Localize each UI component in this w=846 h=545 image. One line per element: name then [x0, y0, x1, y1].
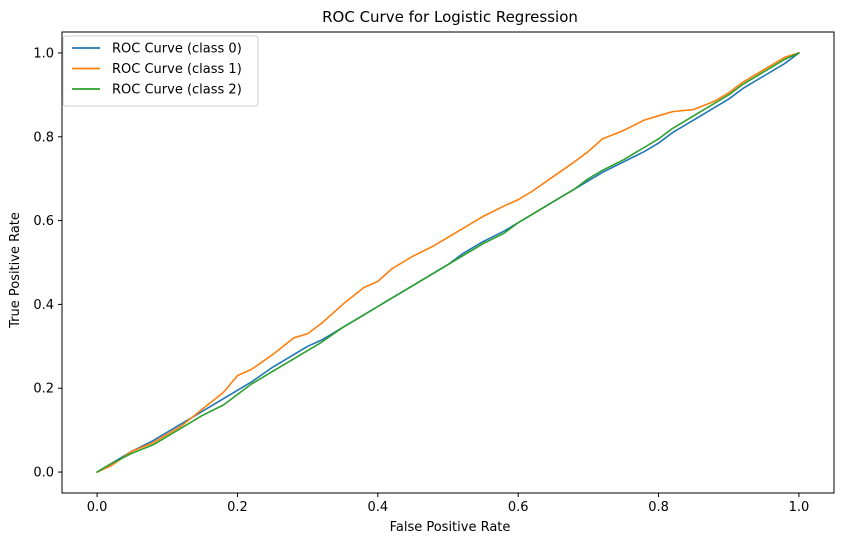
y-axis: 0.0 0.2 0.4 0.6 0.8 1.0: [33, 46, 62, 481]
x-tick-label: 0.4: [367, 500, 388, 515]
x-tick-label: 0.2: [227, 500, 248, 515]
chart-title: ROC Curve for Logistic Regression: [322, 8, 578, 26]
x-axis: 0.0 0.2 0.4 0.6 0.8 1.0: [87, 493, 810, 515]
plot-area: [61, 31, 835, 494]
y-tick-label: 0.0: [33, 466, 54, 481]
y-tick-label: 0.2: [33, 382, 54, 397]
y-axis-label: True Positive Rate: [8, 212, 23, 329]
legend-label: ROC Curve (class 1): [112, 62, 242, 77]
series-group: [96, 52, 800, 473]
legend: ROC Curve (class 0) ROC Curve (class 1) RO…: [62, 35, 259, 107]
legend-label: ROC Curve (class 0): [112, 42, 242, 57]
series-line-class-1: [96, 52, 800, 473]
y-tick-label: 0.8: [33, 130, 54, 145]
y-tick-label: 0.6: [33, 214, 54, 229]
x-tick-label: 0.0: [87, 500, 108, 515]
legend-label: ROC Curve (class 2): [112, 83, 242, 98]
x-tick-label: 1.0: [789, 500, 810, 515]
x-axis-label: False Positive Rate: [390, 520, 511, 535]
x-tick-label: 0.8: [648, 500, 669, 515]
y-tick-label: 0.4: [33, 298, 54, 313]
legend-items: ROC Curve (class 0) ROC Curve (class 1) RO…: [72, 42, 242, 98]
legend-box: [62, 35, 259, 107]
series-line-class-2: [96, 52, 800, 473]
y-tick-label: 1.0: [33, 46, 54, 61]
plot-frame: [61, 31, 835, 494]
x-tick-label: 0.6: [508, 500, 529, 515]
